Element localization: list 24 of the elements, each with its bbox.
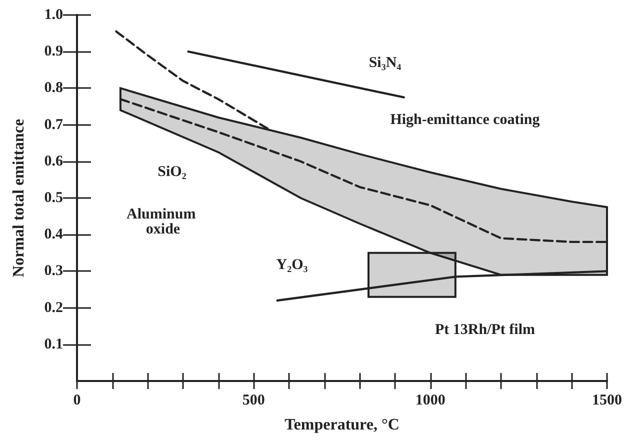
line-series [119, 98, 608, 244]
x-tick-label: 0 [73, 392, 81, 408]
annotation: Aluminum oxide [126, 206, 200, 238]
y-tick-label: 1.0 [44, 7, 63, 23]
y-tick-label: 0.4 [44, 226, 64, 243]
annotation: High-emittance coating [390, 112, 540, 128]
line-series [115, 30, 269, 130]
y-tick-label: 0.3 [44, 263, 63, 280]
y-tick-label: 0.2 [44, 300, 63, 316]
y-tick-label: 0.5 [44, 190, 63, 206]
y-tick-label: 0.7 [44, 116, 64, 133]
x-tick-label: 1000 [415, 392, 446, 408]
annotation: SiO₂ [158, 164, 187, 180]
y-tick-label: 0.6 [44, 153, 64, 170]
y-tick-label: 0.1 [44, 336, 63, 352]
x-tick-label: 1500 [592, 392, 622, 408]
annotation: Si₃N₄ [368, 55, 402, 71]
annotation: Y₂O₃ [276, 257, 308, 273]
y-tick-label: 0.8 [44, 80, 63, 96]
y-tick-label: 0.9 [44, 44, 63, 60]
x-axis-title: Temperature, °C [284, 416, 400, 434]
x-tick-label: 500 [242, 392, 265, 408]
y-axis-title: Normal total emittance [10, 118, 28, 278]
annotation: Pt 13Rh/Pt film [435, 322, 536, 338]
